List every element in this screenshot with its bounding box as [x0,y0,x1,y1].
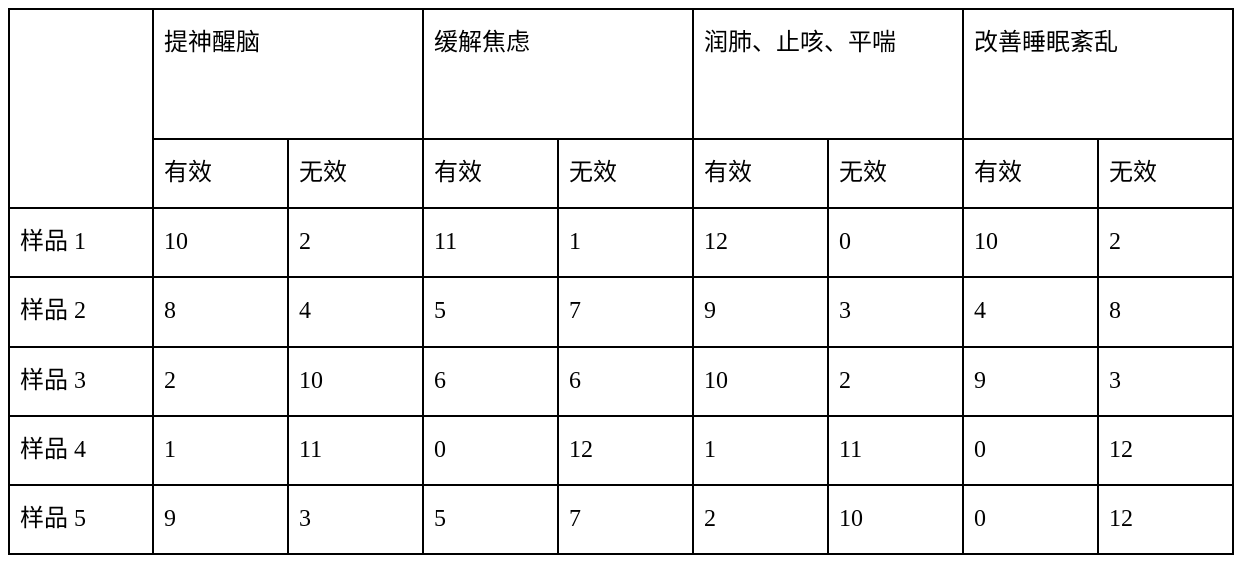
cell: 3 [1098,347,1233,416]
sub-header-ineffective: 无效 [1098,139,1233,208]
cell: 0 [423,416,558,485]
cell: 4 [288,277,423,346]
group-header: 提神醒脑 [153,9,423,139]
table-row: 样品 3 2 10 6 6 10 2 9 3 [9,347,1233,416]
sub-header-ineffective: 无效 [828,139,963,208]
cell: 3 [288,485,423,554]
cell: 6 [558,347,693,416]
cell: 9 [153,485,288,554]
header-row-groups: 提神醒脑 缓解焦虑 润肺、止咳、平喘 改善睡眠紊乱 [9,9,1233,139]
cell: 2 [828,347,963,416]
sub-header-effective: 有效 [693,139,828,208]
cell: 11 [423,208,558,277]
cell: 5 [423,485,558,554]
cell: 11 [288,416,423,485]
group-header: 改善睡眠紊乱 [963,9,1233,139]
cell: 7 [558,277,693,346]
cell: 8 [1098,277,1233,346]
cell: 6 [423,347,558,416]
sub-header-ineffective: 无效 [288,139,423,208]
cell: 10 [828,485,963,554]
cell: 0 [963,485,1098,554]
cell: 2 [153,347,288,416]
sub-header-effective: 有效 [153,139,288,208]
row-label: 样品 3 [9,347,153,416]
cell: 0 [828,208,963,277]
cell: 10 [693,347,828,416]
cell: 2 [288,208,423,277]
cell: 9 [693,277,828,346]
cell: 8 [153,277,288,346]
cell: 10 [153,208,288,277]
cell: 12 [1098,416,1233,485]
cell: 0 [963,416,1098,485]
cell: 12 [693,208,828,277]
cell: 12 [1098,485,1233,554]
cell: 7 [558,485,693,554]
group-header: 缓解焦虑 [423,9,693,139]
cell: 4 [963,277,1098,346]
table-row: 样品 1 10 2 11 1 12 0 10 2 [9,208,1233,277]
cell: 2 [693,485,828,554]
row-label: 样品 5 [9,485,153,554]
cell: 11 [828,416,963,485]
sub-header-effective: 有效 [963,139,1098,208]
corner-cell [9,9,153,208]
cell: 5 [423,277,558,346]
cell: 1 [693,416,828,485]
row-label: 样品 4 [9,416,153,485]
cell: 1 [153,416,288,485]
cell: 3 [828,277,963,346]
cell: 12 [558,416,693,485]
cell: 10 [963,208,1098,277]
cell: 1 [558,208,693,277]
header-row-sub: 有效 无效 有效 无效 有效 无效 有效 无效 [9,139,1233,208]
table-row: 样品 2 8 4 5 7 9 3 4 8 [9,277,1233,346]
efficacy-table: 提神醒脑 缓解焦虑 润肺、止咳、平喘 改善睡眠紊乱 有效 无效 有效 无效 有效… [8,8,1234,555]
row-label: 样品 1 [9,208,153,277]
table-row: 样品 5 9 3 5 7 2 10 0 12 [9,485,1233,554]
table-row: 样品 4 1 11 0 12 1 11 0 12 [9,416,1233,485]
cell: 9 [963,347,1098,416]
cell: 10 [288,347,423,416]
group-header: 润肺、止咳、平喘 [693,9,963,139]
cell: 2 [1098,208,1233,277]
sub-header-ineffective: 无效 [558,139,693,208]
sub-header-effective: 有效 [423,139,558,208]
row-label: 样品 2 [9,277,153,346]
